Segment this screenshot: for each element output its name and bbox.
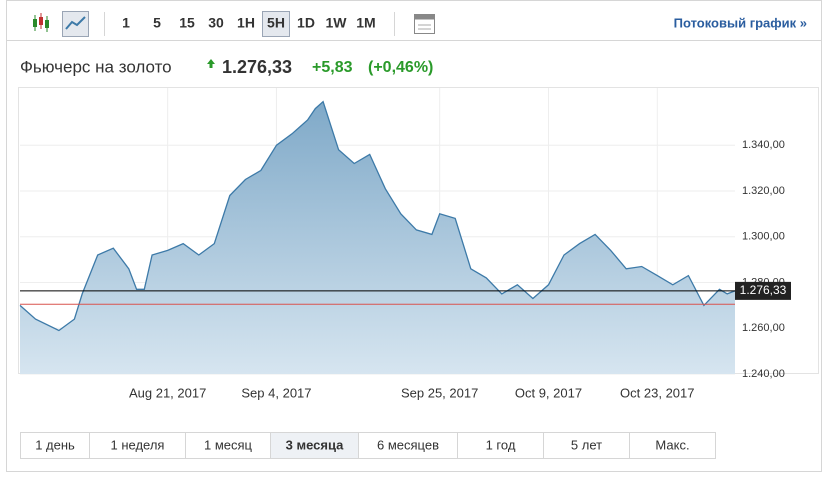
x-tick-label: Aug 21, 2017: [129, 385, 206, 400]
range-tab-label[interactable]: 1 год: [486, 437, 516, 452]
interval-button[interactable]: 30: [208, 15, 224, 31]
range-tab-label[interactable]: 5 лет: [571, 437, 602, 452]
area-fill: [20, 101, 735, 374]
interval-button[interactable]: 1: [122, 15, 130, 31]
range-tab-label[interactable]: 1 месяц: [204, 437, 253, 452]
range-tab[interactable]: [629, 432, 716, 459]
range-tab[interactable]: [89, 432, 186, 459]
change: +5,83: [312, 59, 353, 76]
interval-button[interactable]: 5H: [267, 15, 285, 31]
range-tab[interactable]: [20, 432, 90, 459]
price-tag: [735, 281, 791, 300]
price-line: [19, 100, 736, 332]
change-percent: (+0,46%): [368, 59, 433, 76]
line-icon[interactable]: [62, 11, 89, 37]
x-tick-label: Sep 4, 2017: [241, 385, 311, 400]
y-tick-label: 1.340,00: [742, 139, 785, 151]
y-tick-label: 1.240,00: [742, 368, 785, 380]
interval-button[interactable]: 1M: [356, 15, 375, 31]
range-tab-label[interactable]: Макс.: [655, 437, 689, 452]
settings-icon[interactable]: [414, 14, 435, 34]
y-tick-label: 1.260,00: [742, 322, 785, 334]
up-arrow: [207, 59, 215, 68]
x-tick-label: Oct 9, 2017: [515, 385, 582, 400]
x-tick-label: Oct 23, 2017: [620, 385, 694, 400]
price-tag-label: 1.276,33: [740, 283, 787, 297]
range-tab-label[interactable]: 1 неделя: [111, 437, 165, 452]
interval-button[interactable]: 1D: [297, 15, 315, 31]
streaming-link[interactable]: Потоковый график »: [674, 15, 807, 30]
range-tab-label[interactable]: 3 месяца: [286, 437, 344, 452]
candle-icon[interactable]: [33, 13, 49, 32]
range-tab-label[interactable]: 6 месяцев: [377, 437, 439, 452]
y-tick-label: 1.300,00: [742, 231, 785, 243]
range-tab[interactable]: [358, 432, 458, 459]
x-tick-label: Sep 25, 2017: [401, 385, 478, 400]
interval-button[interactable]: 1H: [237, 15, 255, 31]
instrument-name: Фьючерс на золото: [20, 57, 172, 76]
interval-button[interactable]: 15: [179, 15, 195, 31]
range-tab-label[interactable]: 1 день: [35, 437, 75, 452]
price: 1.276,33: [222, 57, 292, 77]
range-tab-selected[interactable]: [270, 432, 359, 459]
y-tick-label: 1.320,00: [742, 185, 785, 197]
interval-button[interactable]: 5: [153, 15, 161, 31]
interval-selected[interactable]: [262, 11, 290, 37]
interval-button[interactable]: 1W: [326, 15, 348, 31]
range-tab[interactable]: [185, 432, 271, 459]
